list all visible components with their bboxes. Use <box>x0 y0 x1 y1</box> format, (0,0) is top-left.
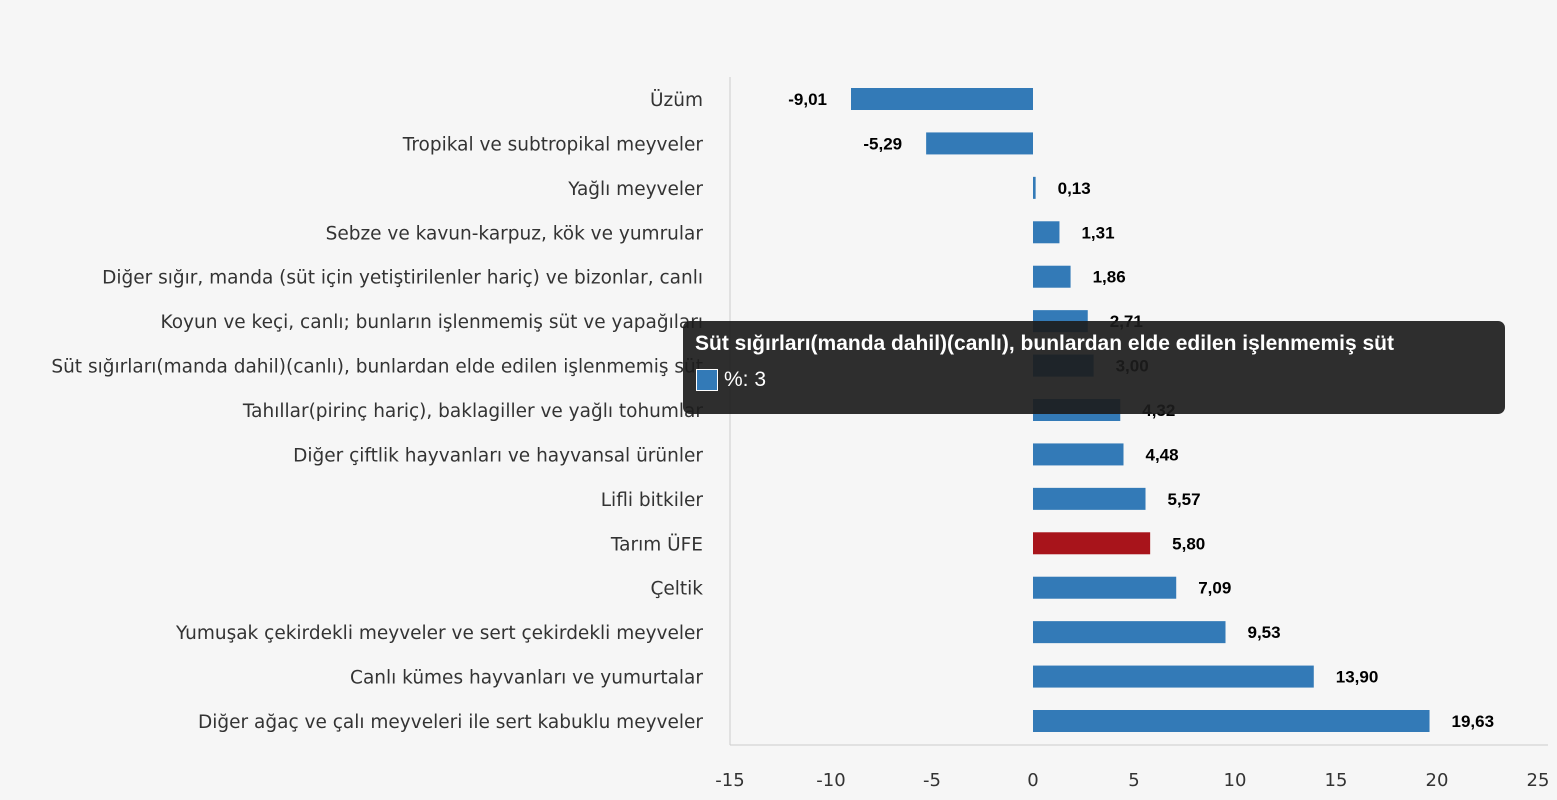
category-label: Çeltik <box>650 579 703 600</box>
category-label: Yumuşak çekirdekli meyveler ve sert çeki… <box>175 623 703 644</box>
x-tick-label: -15 <box>715 770 744 791</box>
x-tick-label: 20 <box>1426 770 1449 791</box>
data-label: 1,86 <box>1093 268 1126 287</box>
chart-tooltip: Süt sığırları(manda dahil)(canlı), bunla… <box>683 321 1505 414</box>
bar[interactable] <box>1033 176 1036 199</box>
x-tick-label: 15 <box>1325 770 1348 791</box>
category-label: Canlı kümes hayvanları ve yumurtalar <box>350 668 703 689</box>
data-label: 0,13 <box>1058 179 1091 198</box>
category-label: Diğer ağaç ve çalı meyveleri ile sert ka… <box>198 712 703 733</box>
data-label: -9,01 <box>788 90 827 109</box>
x-tick-label: 25 <box>1527 770 1550 791</box>
data-label: 7,09 <box>1198 579 1231 598</box>
category-label: Lifli bitkiler <box>601 490 704 511</box>
bar[interactable] <box>1033 443 1124 466</box>
data-label: 9,53 <box>1248 623 1281 642</box>
category-label: Yağlı meyveler <box>567 179 703 200</box>
x-tick-label: 0 <box>1027 770 1038 791</box>
data-label: 1,31 <box>1081 223 1114 242</box>
category-label: Tahıllar(pirinç hariç), baklagiller ve y… <box>242 401 703 422</box>
category-label: Üzüm <box>650 89 703 111</box>
data-label: 19,63 <box>1452 712 1495 731</box>
bar[interactable] <box>1033 265 1071 288</box>
tooltip-title: Süt sığırları(manda dahil)(canlı), bunla… <box>695 332 1394 355</box>
x-tick-label: 10 <box>1224 770 1247 791</box>
bar[interactable] <box>926 132 1033 155</box>
data-label: -5,29 <box>863 134 902 153</box>
bar[interactable] <box>1033 532 1151 555</box>
bar[interactable] <box>850 88 1033 110</box>
tooltip-series-swatch <box>696 369 718 391</box>
x-tick-label: -10 <box>816 770 845 791</box>
x-tick-label: -5 <box>923 770 941 791</box>
category-label: Diğer çiftlik hayvanları ve hayvansal ür… <box>293 445 703 466</box>
data-label: 5,57 <box>1168 490 1201 509</box>
bar[interactable] <box>1033 221 1060 244</box>
bar[interactable] <box>1033 621 1226 644</box>
data-label: 4,48 <box>1145 445 1178 464</box>
data-label: 13,90 <box>1336 668 1379 687</box>
category-label: Diğer sığır, manda (süt için yetiştirile… <box>102 268 703 289</box>
bar[interactable] <box>1033 665 1314 688</box>
category-label: Tarım ÜFE <box>610 533 703 555</box>
category-label: Tropikal ve subtropikal meyveler <box>402 134 704 155</box>
bar[interactable] <box>1033 487 1146 510</box>
category-label: Süt sığırları(manda dahil)(canlı), bunla… <box>51 357 703 378</box>
data-label: 5,80 <box>1172 534 1205 553</box>
tooltip-value: %: 3 <box>724 368 767 391</box>
bar[interactable] <box>1033 576 1177 599</box>
x-tick-label: 5 <box>1128 770 1139 791</box>
category-label: Koyun ve keçi, canlı; bunların işlenmemi… <box>161 312 703 333</box>
bar[interactable] <box>1033 710 1430 732</box>
category-label: Sebze ve kavun-karpuz, kök ve yumrular <box>326 223 704 244</box>
